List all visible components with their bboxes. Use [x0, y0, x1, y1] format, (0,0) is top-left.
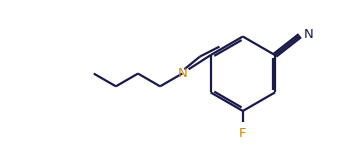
- Text: N: N: [177, 67, 187, 80]
- Text: F: F: [239, 127, 247, 140]
- Text: N: N: [304, 28, 313, 41]
